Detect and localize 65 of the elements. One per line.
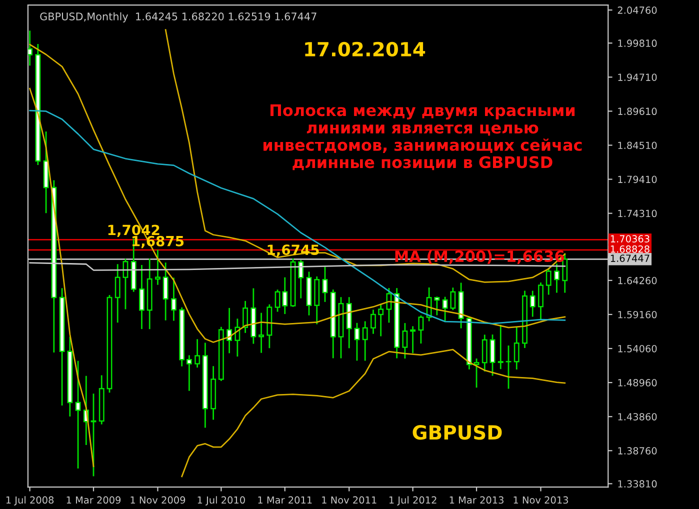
x-tick-label: 1 Nov 2011 (322, 496, 376, 504)
candlestick (514, 327, 520, 370)
y-tick-label: 1.33810 (618, 480, 657, 488)
candlestick (370, 310, 376, 334)
candlestick (226, 308, 232, 354)
text: 17.02.2014 (305, 42, 426, 57)
x-tick-label: 1 Mar 2009 (66, 496, 121, 504)
x-tick-label: 1 Mar 2013 (450, 496, 504, 504)
candlestick (546, 268, 552, 295)
y-tick-label: 1.64260 (618, 276, 657, 284)
y-tick-label: 1.94710 (618, 74, 657, 81)
candlestick (378, 304, 384, 336)
ref-line-label: 1.70363 (610, 235, 650, 242)
candlestick (538, 282, 544, 320)
candlestick (498, 324, 504, 370)
candlestick (434, 296, 440, 316)
y-tick-label: 1.79410 (618, 176, 657, 184)
candlestick (162, 262, 168, 320)
y-tick-label: 1.54060 (618, 344, 657, 352)
y-tick-label: 1.89610 (618, 108, 657, 116)
x-tick-label: 1 Jul 2010 (198, 496, 245, 506)
candlestick (562, 253, 568, 293)
y-tick-label: 1.43860 (618, 413, 657, 420)
candlestick (450, 288, 456, 310)
y-tick-label: 2.04760 (618, 6, 657, 14)
candlestick (362, 321, 368, 361)
y-tick-label: 1.38760 (618, 447, 657, 454)
annotation: GBPUSD (412, 425, 502, 440)
y-tick-label: 1.48960 (618, 379, 657, 386)
y-tick-label: 1.99810 (618, 40, 657, 47)
candlestick (298, 260, 304, 298)
annotation: GBPUSD,Monthly 1.64245 1.68220 1.62519 1.67447 (40, 12, 316, 22)
candlestick (171, 278, 176, 321)
candlestick (386, 288, 392, 323)
candlestick (28, 30, 33, 66)
candlestick (402, 323, 408, 359)
x-tick-label: 1 Jul 2008 (6, 496, 54, 506)
annotation: Полоска между двумя красными линиями является целью инвестдомов, занимающих сейчас длинные позиции в GBPUSD (264, 104, 582, 170)
candlestick (186, 355, 192, 391)
x-tick-label: 1 Mar 2011 (258, 496, 312, 504)
candlestick (194, 339, 200, 368)
candlestick (442, 296, 448, 322)
x-tick-label: 1 Nov 2009 (130, 496, 186, 504)
y-tick-label: 1.59160 (618, 310, 657, 318)
candlestick (410, 326, 416, 354)
candlestick (75, 360, 81, 468)
candlestick (418, 315, 424, 344)
candlestick (114, 264, 120, 323)
candlestick (155, 250, 160, 285)
candlestick (490, 334, 496, 376)
candlestick (482, 334, 488, 372)
candlestick (530, 290, 536, 317)
candlestick (258, 312, 264, 353)
candlestick (554, 264, 560, 293)
y-tick-label: 1.74310 (618, 210, 657, 218)
x-tick-label: 1 Jul 2012 (389, 496, 436, 506)
x-tick-label: 1 Nov 2013 (514, 496, 568, 504)
ref-line-label: 1.68828 (610, 245, 650, 253)
candlestick (242, 300, 248, 333)
candlestick (354, 322, 360, 361)
y-tick-label: 1.84510 (618, 142, 657, 150)
candlestick (139, 264, 144, 330)
candlestick (322, 266, 328, 302)
candlestick (506, 346, 512, 389)
ref-line-label: 1.67447 (610, 254, 650, 262)
